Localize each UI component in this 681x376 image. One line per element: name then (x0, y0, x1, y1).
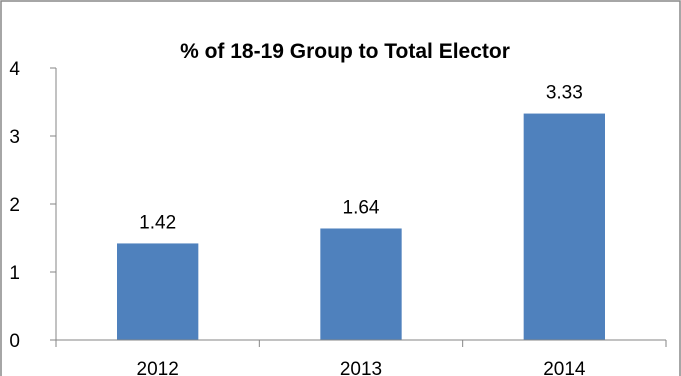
bar-2012 (117, 243, 199, 340)
bar-2014 (523, 113, 605, 340)
y-tick-label: 1 (9, 263, 20, 284)
y-tick-label: 3 (9, 127, 20, 148)
y-tick-label: 4 (9, 59, 20, 80)
y-tick-label: 0 (9, 331, 20, 352)
data-label-2013: 1.64 (343, 197, 380, 218)
data-labels: 1.42 1.64 3.33 (139, 83, 583, 234)
x-axis-ticks: 2012 2013 2014 (55, 340, 667, 376)
bar-2013 (320, 228, 402, 340)
x-tick-label-2013: 2013 (340, 359, 382, 376)
x-tick-label-2014: 2014 (543, 359, 586, 376)
data-label-2012: 1.42 (139, 212, 176, 233)
x-tick-label-2012: 2012 (137, 359, 179, 376)
y-tick-label: 2 (9, 195, 20, 216)
data-label-2014: 3.33 (546, 83, 583, 104)
bars (117, 113, 605, 340)
chart-title: % of 18-19 Group to Total Elector (180, 40, 510, 63)
y-axis-ticks: 0 1 2 3 4 (9, 59, 56, 352)
